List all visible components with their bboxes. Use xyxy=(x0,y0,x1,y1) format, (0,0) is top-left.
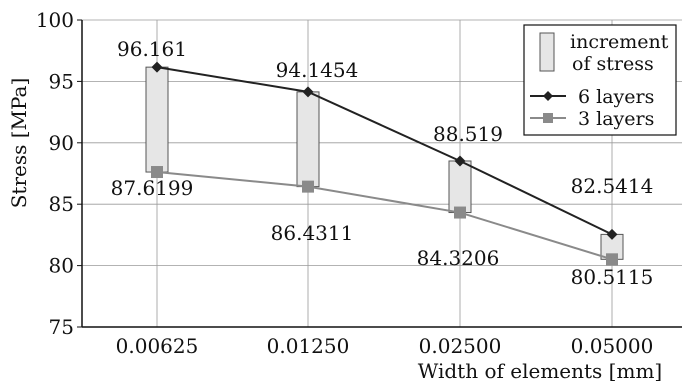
square-marker xyxy=(151,166,163,179)
y-tick-label: 100 xyxy=(36,8,74,32)
diamond-marker xyxy=(606,228,618,240)
diamond-marker xyxy=(454,155,466,167)
square-marker xyxy=(302,180,314,193)
legend-square-icon xyxy=(543,113,553,123)
y-axis-title: Stress [MPa] xyxy=(7,78,31,209)
series-line xyxy=(156,171,613,261)
x-tick-label: 0.01250 xyxy=(267,334,350,358)
increment-bar xyxy=(145,66,169,173)
series-lines xyxy=(156,66,613,261)
increment-bars xyxy=(145,66,624,260)
series-line xyxy=(156,66,613,236)
x-tick-label: 0.02500 xyxy=(419,334,502,358)
legend-increment-label-2: of stress xyxy=(572,53,654,75)
increment-bar xyxy=(448,160,472,214)
y-tick-label: 80 xyxy=(49,254,74,278)
x-tick-label: 0.00625 xyxy=(116,334,199,358)
data-label-6-layers: 96.161 xyxy=(117,37,187,61)
data-label-3-layers: 86.4311 xyxy=(271,221,354,245)
data-label-3-layers: 84.3206 xyxy=(417,246,500,270)
legend-label-3-layers: 3 layers xyxy=(578,108,654,130)
series-markers xyxy=(151,61,618,266)
x-axis-title: Width of elements [mm] xyxy=(418,359,662,383)
data-labels: 96.161 94.1454 88.519 82.5414 87.6199 86.4311… xyxy=(111,37,654,289)
data-label-6-layers: 94.1454 xyxy=(276,58,359,82)
legend-diamond-icon xyxy=(543,91,553,101)
data-label-3-layers: 87.6199 xyxy=(111,176,194,200)
y-tick-label: 85 xyxy=(49,192,74,216)
square-marker xyxy=(606,253,618,266)
data-label-3-layers: 80.5115 xyxy=(571,265,654,289)
square-marker xyxy=(454,206,466,219)
x-tick-label: 0.05000 xyxy=(571,334,654,358)
legend-label-6-layers: 6 layers xyxy=(578,86,654,108)
diamond-marker xyxy=(151,61,163,73)
y-tick-label: 75 xyxy=(49,315,74,339)
diamond-marker xyxy=(302,86,314,98)
increment-bar xyxy=(296,91,320,188)
legend-increment-label-1: increment xyxy=(570,31,669,53)
axes: 75 80 85 90 95 100 0.00625 0.01250 0.02500 0.0500… xyxy=(7,8,682,383)
legend-increment-swatch xyxy=(539,32,555,72)
y-tick-label: 95 xyxy=(49,69,74,93)
y-tick-label: 90 xyxy=(49,131,74,155)
data-label-6-layers: 88.519 xyxy=(433,122,503,146)
data-label-6-layers: 82.5414 xyxy=(571,174,654,198)
